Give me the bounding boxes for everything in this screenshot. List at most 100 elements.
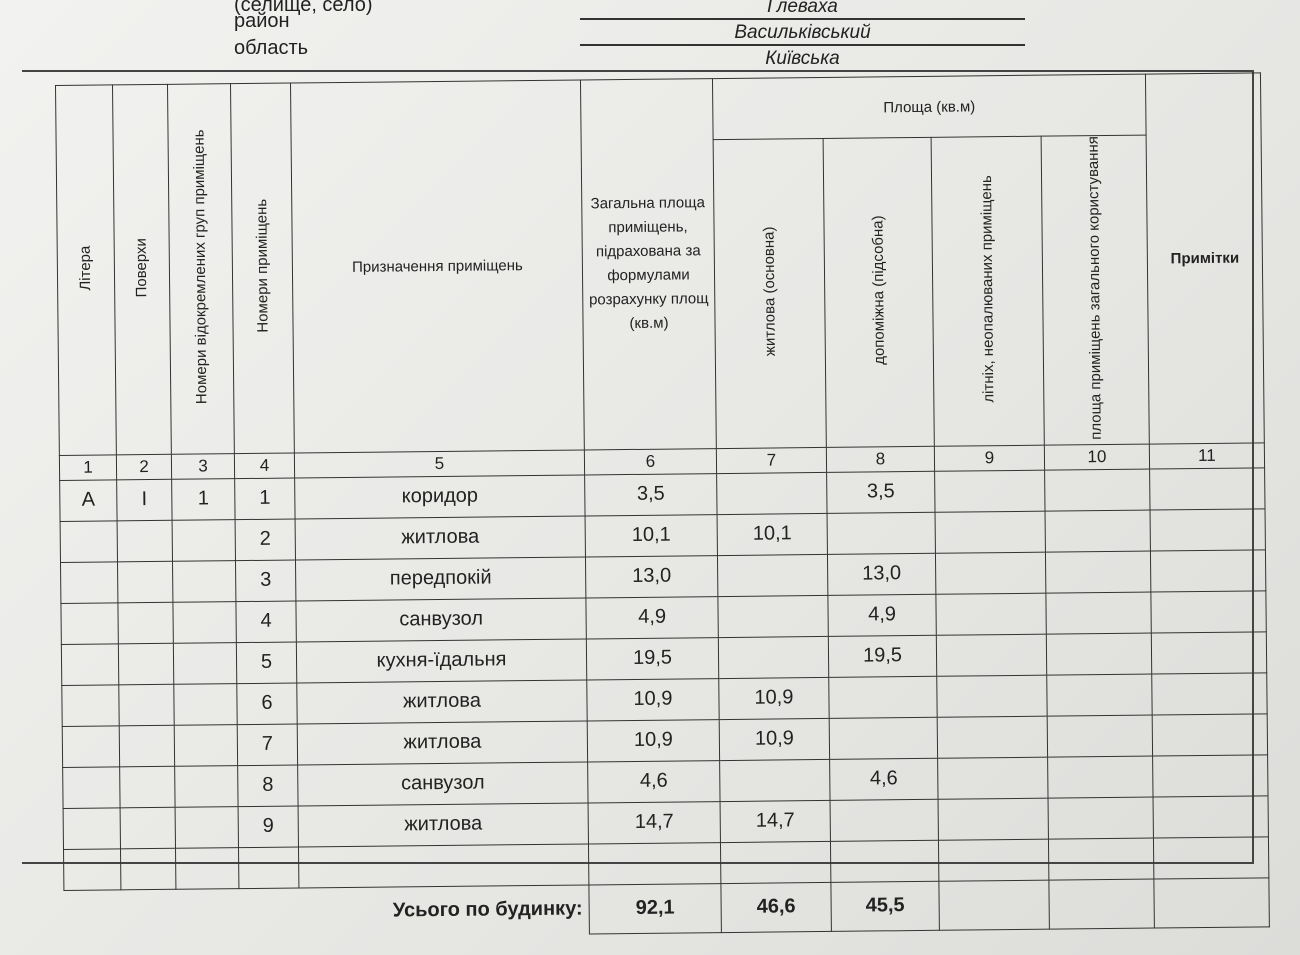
table-cell [62,766,121,809]
table-cell [827,512,936,555]
table-cell [298,843,589,888]
table-cell: санвузол [295,597,587,642]
table-cell [1045,509,1151,552]
total-cell [1153,877,1270,928]
table-cell [172,519,236,562]
column-index: 4 [234,452,295,479]
table-cell [60,561,118,604]
table-cell [1045,591,1152,634]
col-header: літніх, неопалюваних приміщень [931,136,1045,447]
table-cell [1150,590,1267,633]
table-cell: 5 [236,641,297,684]
table-cell [172,560,236,603]
district-value: Васильківський [580,22,1025,46]
table-cell: 1 [171,478,236,521]
table-cell [828,676,938,719]
table-cell: 4,6 [829,758,939,801]
table-cell [63,807,121,850]
table-cell [1046,632,1152,675]
table-cell [173,642,237,685]
table-cell [175,847,239,890]
table-cell [1150,549,1266,592]
area-group-header: Площа (кв.м) [712,74,1147,140]
total-living: 46,6 [720,882,832,933]
region-label: область [234,37,309,59]
room-area-table: Літера Поверхи Номери відокремлених груп… [55,72,1270,940]
table-cell [1149,467,1266,510]
col-header: Номери відокремлених груп приміщень [167,83,235,455]
table-cell: передпокій [295,556,586,601]
table-cell: кухня-їдальня [296,638,587,683]
table-cell: 3 [235,559,296,602]
table-cell [936,633,1047,677]
table-cell: 9 [238,805,299,848]
col-header: Призначення приміщень [290,79,585,453]
table-cell [173,683,238,726]
table-cell: 13,0 [585,555,718,598]
table-cell: 4,9 [585,596,719,639]
table-cell [174,765,239,808]
table-cell [119,766,176,808]
table-cell [61,643,119,686]
table-cell: 14,7 [588,801,721,844]
settlement-value: Глеваха [580,0,1025,20]
table-cell: 10,9 [586,678,720,721]
table-cell [588,842,721,885]
table-cell [937,715,1048,759]
table-cell: 14,7 [720,800,831,843]
table-cell: житлова [296,679,588,724]
table-cell [1045,550,1151,593]
table-cell: 4,9 [827,594,937,637]
table-cell [936,674,1048,718]
table-cell: 3,5 [826,471,936,514]
column-index: 11 [1149,442,1265,469]
table-cell: житлова [298,802,589,847]
table-cell [938,797,1049,841]
table-cell [238,846,299,889]
region-value: Київська [580,48,1025,72]
column-index: 7 [716,447,827,474]
table-cell: санвузол [297,761,589,806]
table-cell: коридор [294,474,586,519]
table-cell [937,756,1049,800]
table-cell [117,561,173,603]
column-index: 10 [1044,443,1150,470]
col-header: житлова (основна) [713,138,827,449]
table-cell: 8 [237,764,299,807]
district-label: район [234,10,290,32]
total-cell [1048,878,1155,929]
table-cell [1153,795,1269,838]
table-cell [716,472,828,515]
table-cell: житлова [295,515,586,560]
table-cell: 1 [234,477,296,520]
table-cell [830,799,939,842]
col-header: Загальна площа приміщень, підрахована за… [580,78,717,450]
table-cell: 6 [236,682,298,725]
total-label: Усього по будинку: [63,884,590,940]
table-cell [60,602,119,645]
table-cell: 4 [235,600,297,643]
table-cell [830,840,939,883]
table-cell [175,806,239,849]
table-cell [117,602,174,644]
column-index: 2 [116,454,172,480]
table-cell [935,551,1046,595]
table-cell [63,848,121,891]
table-cell [117,520,173,562]
column-index: 3 [171,453,235,480]
settlement-label: (селище, село) [234,0,373,16]
table-cell [1048,837,1154,880]
table-cell [720,841,831,884]
table-cell [1151,672,1268,715]
col-header: площа приміщень загального користування [1041,135,1150,445]
table-cell [120,807,176,849]
table-cell: 10,9 [718,677,830,720]
table-cell [717,554,828,597]
table-cell [938,838,1049,882]
total-auxiliary: 45,5 [830,881,940,932]
col-header: Поверхи [112,84,172,455]
table-cell [1150,508,1266,551]
total-cell [938,879,1050,931]
table-cell [174,724,238,767]
